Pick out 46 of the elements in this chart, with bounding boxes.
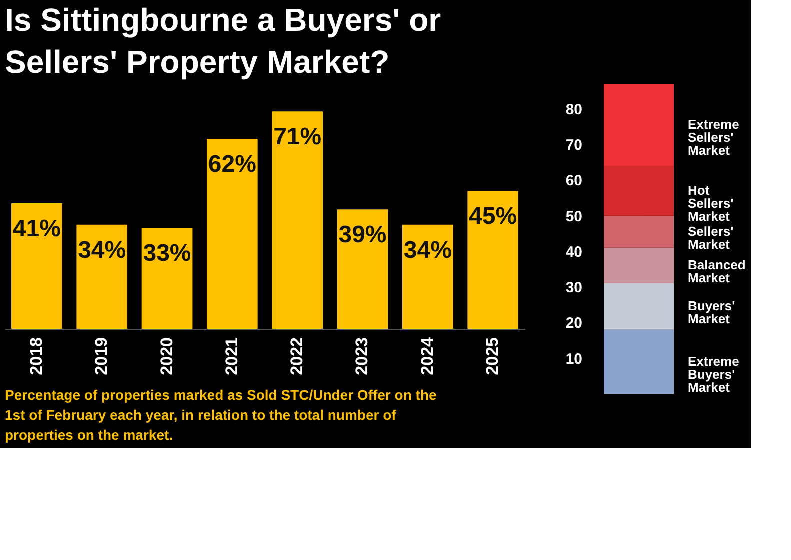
data-label: 33%	[143, 240, 192, 267]
x-tick-label: 2025	[483, 338, 502, 376]
y-tick-label: 30	[566, 280, 582, 297]
data-label: 45%	[469, 203, 518, 230]
bar	[76, 224, 128, 329]
data-label: 34%	[78, 236, 126, 264]
series-label: Buyers' Market	[688, 298, 736, 327]
bar	[468, 191, 518, 329]
x-tick-label: 2022	[288, 338, 307, 376]
y-tick-label: 80	[566, 101, 582, 118]
x-tick-label: 2021	[222, 338, 242, 376]
series-label: Balanced Market	[688, 258, 746, 286]
bar	[604, 284, 674, 330]
data-label: 41%	[12, 215, 61, 242]
x-tick-label: 2018	[26, 338, 46, 376]
bar	[337, 210, 388, 329]
bar	[142, 228, 193, 329]
bar	[604, 248, 674, 284]
x-tick-label: 2020	[157, 338, 176, 376]
bar	[272, 112, 323, 329]
x-tick-label: 2019	[92, 338, 112, 376]
bar	[207, 139, 258, 329]
y-tick-label: 20	[566, 315, 582, 332]
bar	[402, 224, 454, 329]
bar	[12, 203, 62, 329]
bar	[604, 330, 674, 394]
bar	[604, 84, 674, 166]
series-label: Sellers' Market	[688, 224, 734, 252]
chart-title: Is Sittingbourne a Buyers' or Sellers' Property Market?	[5, 2, 442, 80]
series-label: Extreme Buyers' Market	[688, 354, 740, 395]
y-tick-label: 50	[566, 208, 582, 226]
series-label: Extreme Sellers' Market	[688, 116, 740, 158]
x-tick-label: 2024	[418, 336, 437, 376]
data-label: 34%	[404, 236, 452, 264]
y-tick-label: 40	[566, 244, 582, 261]
bar	[604, 166, 674, 216]
y-tick-label: 10	[566, 350, 582, 368]
y-tick-label: 60	[566, 172, 582, 190]
data-label: 71%	[274, 124, 322, 151]
y-tick-label: 70	[566, 137, 582, 154]
series-label: Hot Sellers' Market	[688, 182, 734, 224]
text: Percentage of properties marked as Sold STC/Under Offer on the 1st of February each year, in relation to the total number of properties on the market.	[5, 386, 437, 443]
data-label: 39%	[338, 222, 387, 249]
bar	[604, 216, 674, 248]
x-tick-label: 2023	[352, 338, 372, 376]
data-label: 62%	[208, 151, 256, 178]
